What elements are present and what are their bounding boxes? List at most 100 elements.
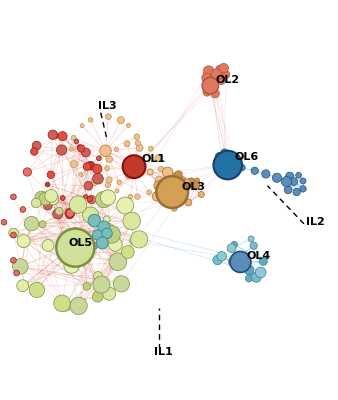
Circle shape <box>45 190 57 202</box>
Circle shape <box>106 177 112 183</box>
Circle shape <box>81 148 90 157</box>
Circle shape <box>110 257 123 270</box>
Circle shape <box>172 172 180 181</box>
Circle shape <box>35 191 48 205</box>
Circle shape <box>17 234 30 248</box>
Circle shape <box>103 226 120 243</box>
Circle shape <box>102 228 112 238</box>
Circle shape <box>216 65 224 73</box>
Circle shape <box>128 194 132 199</box>
Circle shape <box>202 78 219 94</box>
Circle shape <box>179 177 186 184</box>
Circle shape <box>155 154 162 162</box>
Text: IL1: IL1 <box>154 347 172 357</box>
Circle shape <box>70 297 87 314</box>
Circle shape <box>54 295 70 312</box>
Circle shape <box>64 258 79 273</box>
Circle shape <box>83 282 91 290</box>
Circle shape <box>130 236 138 245</box>
Circle shape <box>227 171 235 178</box>
Circle shape <box>113 276 129 292</box>
Circle shape <box>185 199 192 206</box>
Circle shape <box>66 209 74 217</box>
Circle shape <box>240 258 249 268</box>
Circle shape <box>29 282 45 298</box>
Circle shape <box>221 149 228 156</box>
Circle shape <box>202 73 211 82</box>
Circle shape <box>147 169 153 175</box>
Circle shape <box>117 116 124 124</box>
Circle shape <box>187 178 196 187</box>
Circle shape <box>117 180 121 184</box>
Circle shape <box>272 173 282 182</box>
Circle shape <box>103 216 110 223</box>
Text: OL6: OL6 <box>235 152 259 162</box>
Circle shape <box>88 196 96 204</box>
Circle shape <box>75 233 91 250</box>
Circle shape <box>44 201 52 210</box>
Circle shape <box>87 196 93 202</box>
Circle shape <box>56 228 94 267</box>
Circle shape <box>86 161 95 170</box>
Circle shape <box>262 170 270 178</box>
Circle shape <box>134 162 140 168</box>
Circle shape <box>227 244 236 252</box>
Circle shape <box>183 179 191 186</box>
Circle shape <box>102 287 116 300</box>
Circle shape <box>88 214 101 227</box>
Circle shape <box>219 63 228 73</box>
Circle shape <box>20 207 26 212</box>
Circle shape <box>198 192 204 198</box>
Circle shape <box>211 89 219 98</box>
Circle shape <box>10 258 16 263</box>
Circle shape <box>105 182 111 188</box>
Circle shape <box>156 176 188 208</box>
Circle shape <box>59 244 76 262</box>
Circle shape <box>222 71 230 78</box>
Circle shape <box>284 186 292 194</box>
Circle shape <box>1 219 7 225</box>
Circle shape <box>53 209 63 219</box>
Circle shape <box>96 237 108 249</box>
Circle shape <box>9 228 18 238</box>
Circle shape <box>47 171 55 178</box>
Circle shape <box>255 267 266 278</box>
Circle shape <box>282 176 292 187</box>
Circle shape <box>209 78 218 87</box>
Circle shape <box>69 147 73 151</box>
Circle shape <box>124 141 130 147</box>
Circle shape <box>123 155 145 178</box>
Circle shape <box>31 198 41 208</box>
Circle shape <box>105 114 111 120</box>
Text: OL1: OL1 <box>141 154 165 164</box>
Circle shape <box>239 164 245 171</box>
Text: OL3: OL3 <box>181 182 205 192</box>
Circle shape <box>100 145 111 156</box>
Circle shape <box>290 178 297 186</box>
Circle shape <box>135 194 140 199</box>
Circle shape <box>80 124 84 128</box>
Text: OL4: OL4 <box>247 251 271 261</box>
Text: OL2: OL2 <box>215 74 239 84</box>
Circle shape <box>216 168 223 175</box>
Circle shape <box>250 242 257 250</box>
Circle shape <box>83 163 91 170</box>
Circle shape <box>94 272 103 281</box>
Circle shape <box>214 151 242 179</box>
Circle shape <box>69 260 78 269</box>
Circle shape <box>232 154 239 161</box>
Circle shape <box>92 291 103 302</box>
Circle shape <box>193 182 200 189</box>
Circle shape <box>293 188 300 196</box>
Circle shape <box>259 258 267 265</box>
Circle shape <box>127 219 134 225</box>
Circle shape <box>93 174 103 184</box>
Circle shape <box>154 181 164 191</box>
Circle shape <box>117 197 134 214</box>
Circle shape <box>89 242 97 250</box>
Circle shape <box>129 165 139 174</box>
Circle shape <box>93 164 102 174</box>
Circle shape <box>47 193 59 205</box>
Circle shape <box>213 255 222 265</box>
Circle shape <box>114 147 119 152</box>
